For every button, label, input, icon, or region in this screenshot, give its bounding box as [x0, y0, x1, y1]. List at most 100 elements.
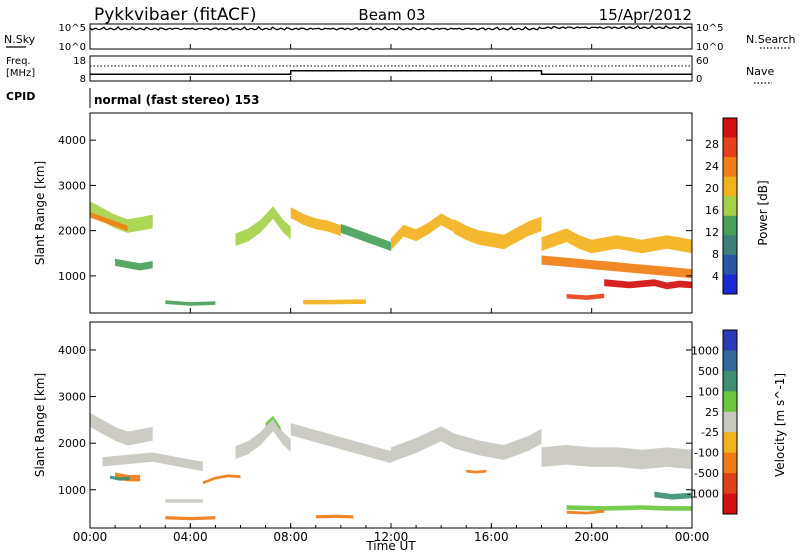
colorbar-swatch: [723, 118, 737, 138]
scatter-band: [235, 206, 291, 246]
scatter-band: [453, 216, 542, 250]
scatter-band: [391, 213, 454, 251]
colorbar-tick-label: 4: [712, 270, 719, 283]
y-tick-label: 2000: [58, 437, 86, 450]
x-tick-label: 08:00: [273, 530, 308, 544]
colorbar-swatch: [723, 157, 737, 177]
colorbar-tick-label: 1000: [691, 344, 719, 357]
nsearch-label: N.Search: [746, 33, 796, 46]
colorbar-tick-label: 25: [705, 406, 719, 419]
scatter-band: [541, 228, 692, 254]
x-tick-label: 00:00: [675, 530, 710, 544]
freq-tick-high: 18: [73, 56, 86, 67]
x-tick-label: 12:00: [374, 530, 409, 544]
scatter-band: [340, 223, 391, 251]
power-colorbar-label: Power [dB]: [756, 180, 770, 245]
colorbar-swatch: [723, 196, 737, 217]
colorbar-swatch: [723, 350, 737, 372]
nsky-tick-high: 10^5: [59, 23, 86, 34]
scatter-band: [391, 426, 542, 463]
power-panel-frame: [89, 112, 693, 314]
nave-tick-high: 60: [696, 56, 709, 67]
scatter-band: [290, 423, 391, 464]
colorbar-tick-label: 8: [712, 248, 719, 261]
colorbar-swatch: [723, 493, 737, 515]
colorbar-tick-label: 20: [705, 182, 719, 195]
colorbar-tick-label: -25: [701, 426, 719, 439]
power-y-label: Slant Range [km]: [33, 161, 47, 265]
y-tick-label: 3000: [58, 179, 86, 192]
scatter-band: [566, 509, 605, 515]
colorbar-tick-label: -1000: [687, 488, 719, 501]
colorbar-swatch: [723, 330, 737, 351]
velocity-y-label: Slant Range [km]: [33, 373, 47, 477]
colorbar-tick-label: 100: [698, 385, 719, 398]
freq-tick-low: 8: [80, 74, 86, 85]
colorbar-swatch: [723, 215, 737, 236]
y-tick-label: 1000: [58, 270, 86, 283]
power-heatmap: [90, 201, 692, 306]
scatter-band: [235, 418, 291, 459]
scatter-band: [303, 299, 366, 305]
scatter-band: [466, 469, 487, 474]
colorbar-frame: [722, 329, 738, 515]
colorbar-swatch: [723, 473, 737, 494]
freq-label: Freq.: [6, 56, 31, 67]
nsearch-tick-high: 10^5: [696, 23, 723, 34]
scatter-band: [165, 516, 216, 521]
scatter-band: [202, 474, 241, 485]
colorbar-swatch: [723, 452, 737, 474]
velocity-heatmap: [90, 412, 692, 521]
scatter-band: [165, 499, 203, 503]
y-tick-label: 1000: [58, 484, 86, 497]
velocity-panel-frame: [89, 321, 693, 529]
cpid-text: normal (fast stereo) 153: [94, 93, 260, 107]
nave-label: Nave: [746, 65, 774, 78]
colorbar-swatch: [723, 432, 737, 453]
beam-label: Beam 03: [358, 6, 425, 24]
x-tick-label: 20:00: [574, 530, 609, 544]
x-tick-label: 04:00: [173, 530, 208, 544]
x-tick-label: 00:00: [73, 530, 108, 544]
scatter-band: [290, 207, 341, 237]
velocity-colorbar-label: Velocity [m s^-1]: [773, 373, 787, 477]
scatter-band: [90, 212, 128, 232]
colorbar-tick-label: 16: [705, 204, 719, 217]
scatter-band: [566, 505, 692, 511]
x-tick-label: 16:00: [474, 530, 509, 544]
y-tick-label: 4000: [58, 134, 86, 147]
scatter-band: [566, 293, 605, 300]
scatter-band: [541, 255, 692, 279]
colorbar-swatch: [723, 391, 737, 413]
nave-tick-low: 0: [696, 74, 702, 85]
scatter-band: [604, 279, 692, 290]
y-tick-label: 2000: [58, 225, 86, 238]
freq-unit-label: [MHz]: [6, 68, 35, 79]
scatter-band: [165, 300, 216, 306]
scatter-band: [541, 445, 692, 470]
freq-trace: [90, 70, 692, 76]
scatter-band: [654, 491, 692, 500]
date-label: 15/Apr/2012: [599, 6, 692, 24]
colorbar-swatch: [723, 137, 737, 158]
colorbar-tick-label: -100: [694, 447, 719, 460]
colorbar-swatch: [723, 370, 737, 392]
cpid-label: CPID: [6, 90, 35, 103]
power-y-ticks: 4000 3000 2000 1000: [58, 134, 692, 283]
y-tick-label: 3000: [58, 391, 86, 404]
scatter-band: [90, 412, 153, 446]
colorbar-tick-label: 12: [705, 226, 719, 239]
x-axis-ticks: 00:00 04:00 08:00 12:00 16:00 20:00 00:00: [73, 44, 710, 544]
nsky-label: N.Sky: [4, 33, 36, 46]
velocity-colorbar: 1000 500 100 25 -25 -100 -500 -1000: [687, 329, 738, 515]
scatter-band: [90, 201, 153, 233]
scatter-band: [265, 415, 281, 432]
y-tick-label: 4000: [58, 344, 86, 357]
scatter-band: [115, 258, 153, 271]
colorbar-swatch: [723, 254, 737, 275]
scatter-band: [102, 452, 203, 472]
scatter-band: [110, 475, 131, 481]
power-colorbar: 28 24 20 16 12 8 4: [705, 117, 738, 295]
colorbar-frame: [722, 117, 738, 295]
